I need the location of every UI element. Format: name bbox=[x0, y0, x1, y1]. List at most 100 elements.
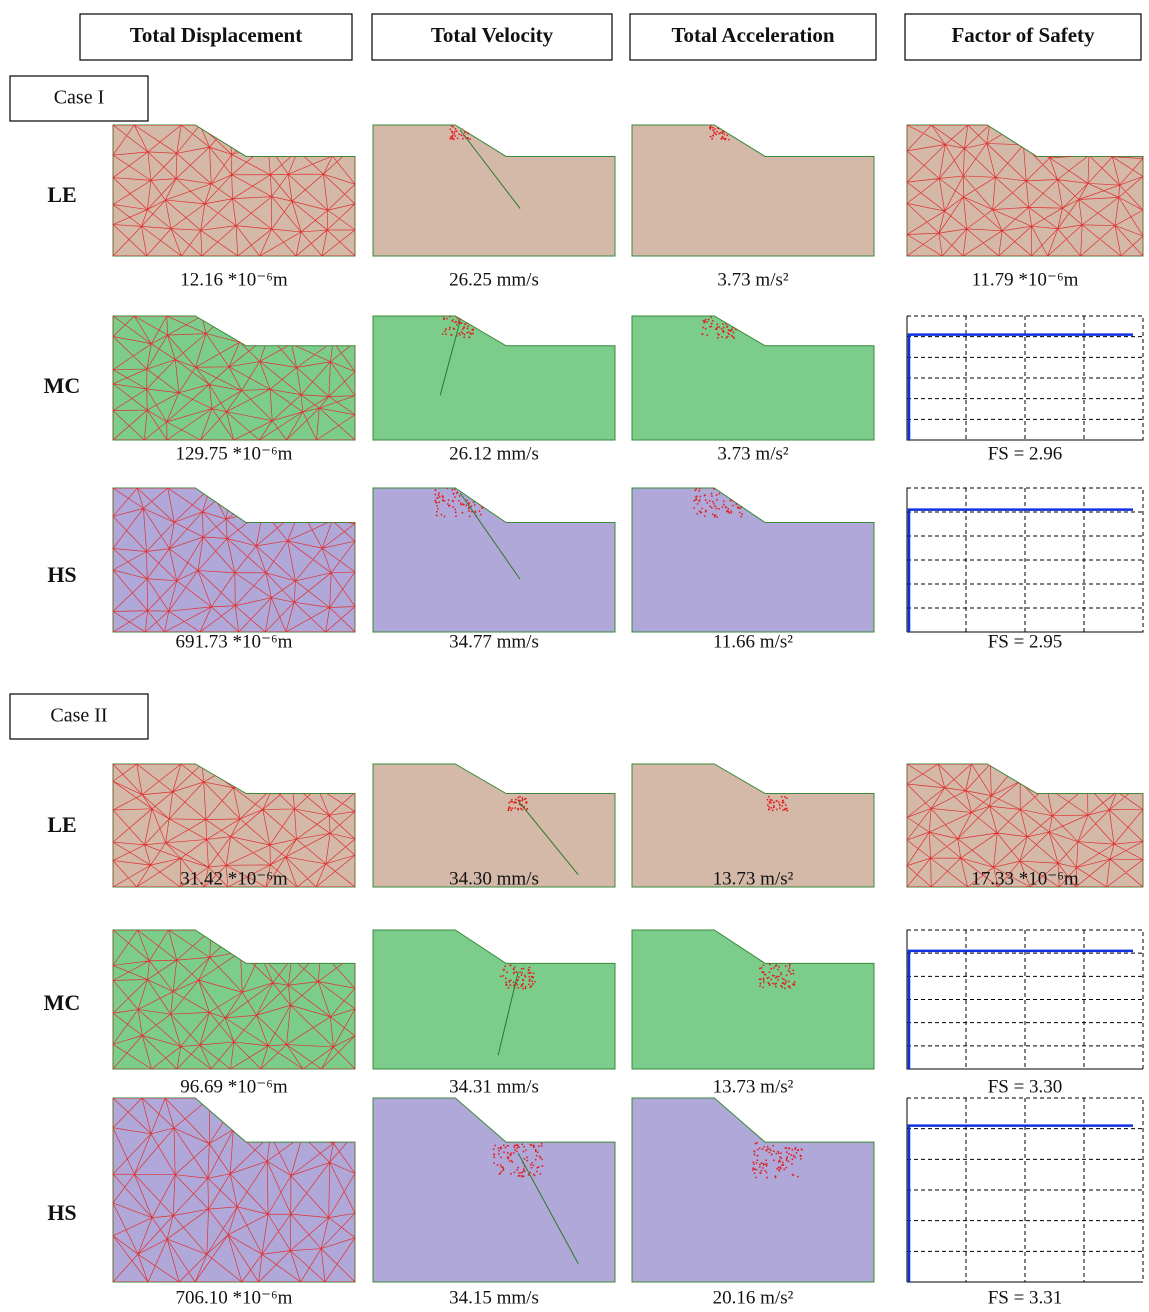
stress-point bbox=[724, 318, 726, 320]
stress-point bbox=[787, 1160, 790, 1163]
stress-point bbox=[723, 503, 725, 506]
stress-point bbox=[777, 801, 780, 804]
stress-point bbox=[728, 511, 731, 514]
stress-point bbox=[519, 799, 521, 802]
stress-point bbox=[762, 979, 765, 982]
stress-point bbox=[734, 316, 736, 317]
stress-point bbox=[763, 981, 765, 984]
stress-point bbox=[451, 134, 454, 137]
stress-point bbox=[758, 1166, 761, 1168]
stress-point bbox=[788, 967, 791, 969]
slope bbox=[372, 487, 616, 633]
stress-point bbox=[782, 801, 785, 804]
stress-point bbox=[461, 486, 463, 488]
stress-point bbox=[756, 1154, 759, 1157]
result-image bbox=[372, 1097, 616, 1283]
stress-point bbox=[436, 504, 439, 507]
stress-point bbox=[506, 1156, 509, 1159]
model-label: LE bbox=[47, 812, 76, 837]
stress-point bbox=[723, 316, 726, 318]
stress-point bbox=[770, 967, 773, 970]
stress-point bbox=[756, 1159, 759, 1162]
stress-point bbox=[709, 135, 712, 138]
stress-point bbox=[772, 982, 774, 985]
stress-point bbox=[780, 984, 782, 987]
stress-point bbox=[776, 1150, 779, 1153]
stress-point bbox=[509, 984, 512, 986]
stress-point bbox=[516, 1144, 519, 1147]
result-image bbox=[631, 482, 875, 633]
stress-point bbox=[693, 499, 696, 502]
stress-point bbox=[726, 484, 728, 486]
stress-point bbox=[778, 804, 781, 807]
stress-point bbox=[472, 328, 475, 331]
stress-point bbox=[781, 1161, 784, 1164]
stress-point bbox=[726, 134, 729, 137]
stress-point bbox=[479, 494, 482, 497]
header-box bbox=[904, 13, 1142, 61]
stress-point bbox=[527, 968, 530, 971]
stress-point bbox=[775, 1152, 778, 1155]
stress-point bbox=[718, 482, 720, 484]
stress-point bbox=[541, 1158, 543, 1161]
stress-point bbox=[517, 987, 520, 989]
stress-point bbox=[777, 1160, 780, 1163]
stress-point bbox=[727, 125, 730, 128]
stress-point bbox=[703, 515, 706, 517]
stress-point bbox=[455, 323, 458, 326]
stress-point bbox=[531, 1161, 534, 1164]
stress-point bbox=[434, 493, 437, 496]
stress-point bbox=[770, 806, 773, 809]
slope bbox=[631, 763, 875, 888]
stress-point bbox=[763, 1146, 765, 1148]
model-label: LE bbox=[47, 182, 76, 207]
slope bbox=[112, 315, 356, 441]
stress-point bbox=[712, 126, 714, 129]
stress-point bbox=[514, 807, 517, 809]
stress-point bbox=[789, 963, 791, 966]
stress-point bbox=[734, 320, 737, 323]
stress-point bbox=[725, 323, 727, 325]
stress-point bbox=[716, 499, 718, 501]
stress-point bbox=[772, 806, 775, 809]
stress-point bbox=[532, 982, 534, 985]
stress-point bbox=[787, 1152, 790, 1155]
stress-point bbox=[514, 1148, 516, 1151]
stress-point bbox=[443, 318, 446, 321]
stress-point bbox=[520, 1172, 522, 1174]
stress-point bbox=[765, 1171, 768, 1174]
result-image bbox=[631, 315, 875, 441]
stress-point bbox=[782, 982, 785, 984]
caption: 706.10 *10⁻⁶m bbox=[176, 1287, 293, 1308]
stress-point bbox=[753, 1150, 756, 1153]
stress-point bbox=[721, 126, 723, 129]
stress-point bbox=[459, 322, 462, 324]
stress-point bbox=[454, 508, 457, 511]
caption: 34.30 mm/s bbox=[449, 868, 539, 889]
stress-point bbox=[460, 134, 463, 137]
header-box bbox=[79, 13, 353, 61]
stress-point bbox=[513, 1171, 516, 1174]
stress-point bbox=[753, 1168, 756, 1171]
stress-point bbox=[443, 500, 446, 502]
stress-point bbox=[441, 486, 443, 488]
stress-point bbox=[497, 1153, 500, 1155]
fs-curve bbox=[907, 949, 1133, 1069]
stress-point bbox=[524, 987, 527, 990]
caption: 20.16 m/s² bbox=[713, 1287, 794, 1308]
stress-point bbox=[519, 795, 521, 798]
stress-point bbox=[724, 138, 727, 141]
stress-point bbox=[716, 326, 719, 329]
stress-point bbox=[467, 125, 469, 128]
stress-point bbox=[466, 331, 469, 334]
stress-point bbox=[784, 965, 787, 968]
stress-point bbox=[449, 137, 452, 140]
stress-point bbox=[696, 513, 699, 515]
stress-point bbox=[779, 1167, 782, 1169]
stress-point bbox=[759, 1163, 761, 1166]
stress-point bbox=[705, 509, 707, 512]
stress-point bbox=[445, 317, 448, 320]
stress-point bbox=[775, 982, 778, 985]
stress-point bbox=[457, 499, 460, 502]
stress-point bbox=[510, 1172, 512, 1175]
